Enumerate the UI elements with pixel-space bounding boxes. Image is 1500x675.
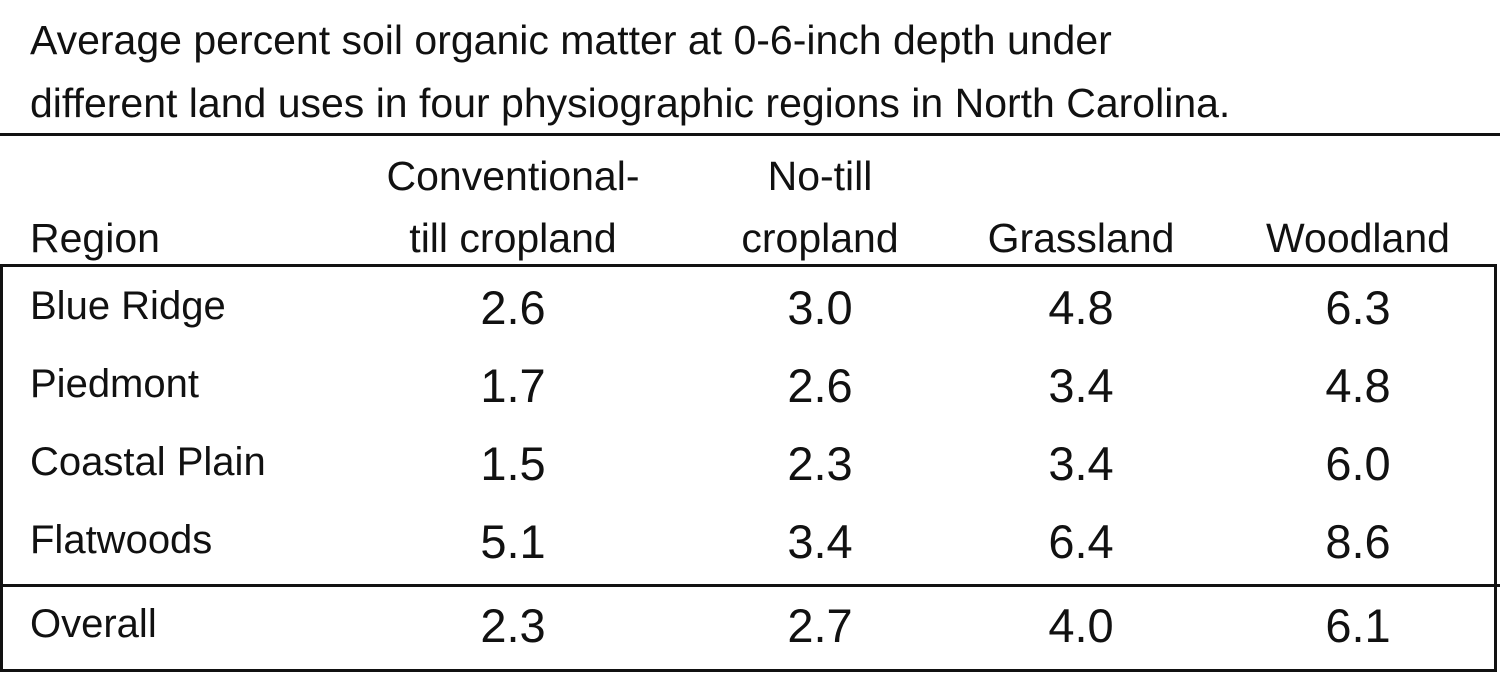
table-body-box: [0, 264, 1497, 672]
column-header: Conventional-: [386, 153, 640, 199]
column-header: cropland: [741, 215, 899, 261]
row-label: Piedmont: [30, 362, 199, 406]
cell-value: 2.7: [787, 599, 853, 652]
cell-value: 1.5: [480, 437, 546, 490]
cell-value: 4.0: [1048, 599, 1114, 652]
row-label: Coastal Plain: [30, 440, 266, 484]
cell-value: 5.1: [480, 515, 546, 568]
title-line: Average percent soil organic matter at 0…: [30, 17, 1112, 63]
column-header: Region: [30, 215, 160, 261]
cell-value: 3.0: [787, 281, 853, 334]
cell-value: 6.3: [1325, 281, 1391, 334]
column-header: Woodland: [1266, 215, 1450, 261]
cell-value: 3.4: [1048, 359, 1114, 412]
cell-value: 3.4: [1048, 437, 1114, 490]
cell-value: 3.4: [787, 515, 853, 568]
title-rule: [0, 133, 1500, 136]
cell-value: 2.3: [787, 437, 853, 490]
cell-value: 6.4: [1048, 515, 1114, 568]
cell-value: 6.1: [1325, 599, 1391, 652]
cell-value: 4.8: [1048, 281, 1114, 334]
total-rule: [0, 584, 1500, 587]
cell-value: 2.6: [480, 281, 546, 334]
row-label: Flatwoods: [30, 518, 213, 562]
column-header: till cropland: [409, 215, 617, 261]
row-label: Overall: [30, 602, 157, 646]
cell-value: 6.0: [1325, 437, 1391, 490]
cell-value: 2.3: [480, 599, 546, 652]
cell-value: 8.6: [1325, 515, 1391, 568]
row-label: Blue Ridge: [30, 284, 226, 328]
column-header: No-till: [767, 153, 873, 199]
column-header: Grassland: [987, 215, 1175, 261]
cell-value: 2.6: [787, 359, 853, 412]
cell-value: 1.7: [480, 359, 546, 412]
title-line: different land uses in four physiographi…: [30, 80, 1231, 126]
cell-value: 4.8: [1325, 359, 1391, 412]
